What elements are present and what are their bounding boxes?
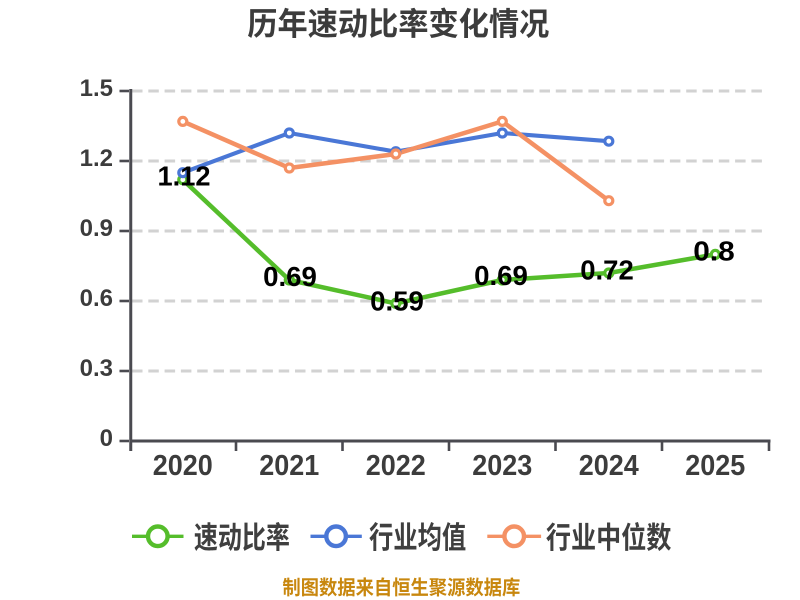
svg-text:0.72: 0.72 (580, 255, 634, 286)
svg-text:2024: 2024 (579, 450, 639, 482)
svg-text:2023: 2023 (472, 450, 532, 482)
svg-text:1.2: 1.2 (80, 145, 113, 172)
svg-text:0.69: 0.69 (474, 260, 528, 291)
svg-text:0.8: 0.8 (693, 236, 734, 267)
svg-text:2021: 2021 (259, 450, 319, 482)
svg-text:2025: 2025 (685, 450, 745, 482)
svg-text:0.6: 0.6 (80, 285, 113, 312)
svg-text:0.59: 0.59 (370, 286, 424, 317)
svg-text:0.3: 0.3 (80, 355, 113, 382)
svg-text:1.5: 1.5 (80, 75, 113, 102)
svg-text:1.12: 1.12 (158, 161, 211, 192)
svg-text:2020: 2020 (153, 450, 213, 482)
svg-text:0.69: 0.69 (263, 261, 317, 292)
svg-text:2022: 2022 (366, 450, 426, 482)
svg-text:0: 0 (100, 425, 113, 452)
svg-text:0.9: 0.9 (80, 215, 113, 242)
